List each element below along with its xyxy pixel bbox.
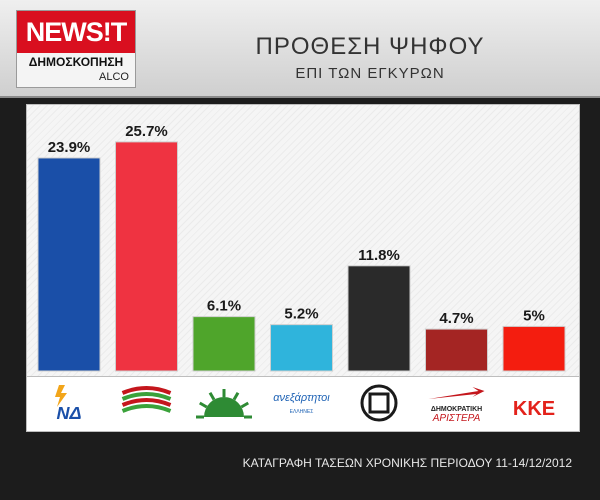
anel-logo-text: ανεξάρτητοι — [273, 392, 330, 404]
anel-logo: ανεξάρτητοι ΕΛΛΗΝΕΣ — [273, 392, 330, 415]
syriza-logo — [121, 386, 172, 413]
bar-2 — [115, 141, 178, 372]
party-logos-row: ΝΔ ανεξάρτητοι ΕΛΛΗΝΕΣ ΔΗΜΟΚΡΑΤΙΚΗ ΑΡΙΣΤΕΡΑ Κ… — [26, 376, 580, 432]
data-label-7: 5% — [523, 307, 545, 324]
header-band: NEWS!T ΔΗΜΟΣΚΟΠΗΣΗ ALCO ΠΡΟΘΕΣΗ ΨΗΦΟΥ ΕΠ… — [0, 0, 600, 98]
data-label-6: 4.7% — [439, 310, 473, 327]
chart-subtitle: ΕΠΙ ΤΩΝ ΕΓΚΥΡΩΝ — [295, 65, 445, 82]
data-label-4: 5.2% — [284, 306, 318, 323]
bar-1 — [37, 157, 101, 372]
logo-agency: ALCO — [99, 71, 129, 83]
data-label-3: 6.1% — [207, 298, 241, 315]
bar-4 — [270, 324, 333, 372]
kke-logo: ΚΚΕ — [513, 398, 555, 420]
footer-note: ΚΑΤΑΓΡΑΦΗ ΤΑΣΕΩΝ ΧΡΟΝΙΚΗΣ ΠΕΡΙΟΔΟΥ 11-14… — [242, 456, 572, 470]
dimar-logo-text: ΔΗΜΟΚΡΑΤΙΚΗ — [431, 406, 482, 413]
bar-6 — [425, 328, 488, 372]
bar-chart: 23.9% 25.7% 6.1% 5.2% 11.8% 4.7% 5% — [37, 123, 566, 372]
kke-logo-text: ΚΚΕ — [513, 398, 555, 420]
xa-logo — [360, 384, 398, 422]
chart-title: ΠΡΟΘΕΣΗ ΨΗΦΟΥ — [255, 33, 485, 60]
logo-subtitle: ΔΗΜΟΣΚΟΠΗΣΗ — [28, 55, 124, 69]
anel-logo-subtext: ΕΛΛΗΝΕΣ — [290, 409, 314, 415]
logo-wordmark: NEWS!T — [17, 11, 135, 53]
bar-3 — [192, 316, 256, 372]
nd-logo-text: ΝΔ — [56, 403, 81, 423]
data-label-1: 23.9% — [48, 139, 91, 156]
pasok-logo — [196, 389, 252, 419]
data-label-2: 25.7% — [125, 123, 168, 140]
data-label-5: 11.8% — [358, 247, 400, 264]
bar-5 — [347, 265, 411, 372]
bar-7 — [502, 325, 566, 372]
newsit-logo: NEWS!T ΔΗΜΟΣΚΟΠΗΣΗ ALCO — [16, 10, 136, 88]
dimar-logo-subtext: ΑΡΙΣΤΕΡΑ — [432, 413, 481, 424]
nd-logo: ΝΔ — [55, 385, 82, 423]
chart-panel: 23.9% 25.7% 6.1% 5.2% 11.8% 4.7% 5% — [26, 104, 580, 432]
